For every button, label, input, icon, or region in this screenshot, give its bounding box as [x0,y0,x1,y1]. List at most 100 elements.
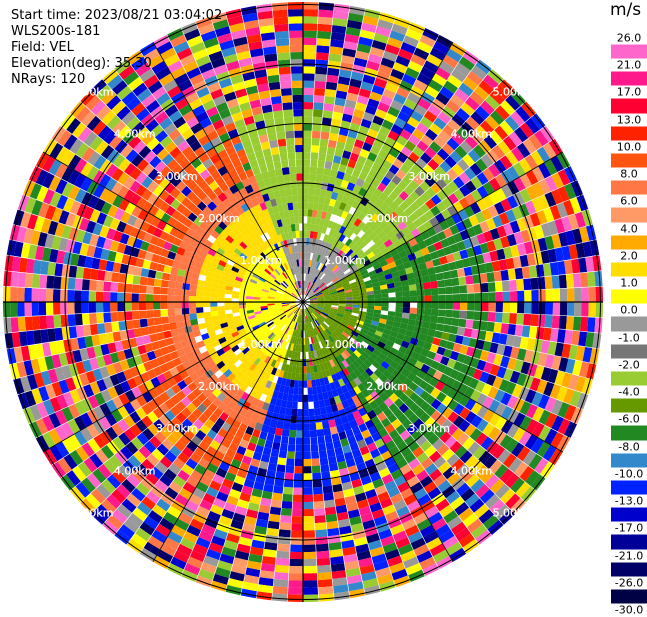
range-gate [160,302,167,310]
range-gate [317,31,332,39]
range-gate [274,24,289,32]
range-gate [502,313,510,324]
range-gate [110,282,118,293]
range-gate [289,31,303,39]
range-gate [294,380,299,388]
range-gate [25,316,33,331]
range-gate [303,59,316,67]
range-gate [315,415,322,423]
range-gate [3,286,11,302]
range-gate [140,276,148,285]
range-gate [283,422,290,430]
range-gate [285,465,294,473]
range-gate [290,545,303,553]
range-gate [503,291,510,302]
range-gate [291,530,303,537]
range-gate [153,310,161,318]
range-gate [289,430,297,438]
range-gate [530,277,538,290]
range-gate [410,308,418,314]
range-gate [296,423,303,430]
range-gate [324,96,336,105]
range-gate [139,285,147,294]
range-gate [303,423,310,430]
range-gate [97,323,106,335]
range-gate [516,313,524,325]
range-gate [196,302,203,308]
range-gate [290,552,304,559]
range-gate [272,593,288,601]
range-gate [287,444,295,452]
range-gate [320,132,330,140]
range-gate [303,381,308,388]
range-gate [553,302,560,316]
range-gate [82,290,89,302]
range-gate [309,409,315,417]
range-gate [319,139,328,147]
range-gate [303,2,319,10]
range-gate [458,318,466,327]
range-gate [294,131,303,138]
range-gate [311,145,320,153]
range-gate [374,302,381,306]
range-gate [395,292,403,298]
range-gate [531,302,538,314]
range-gate [303,16,318,24]
range-gate [283,109,294,117]
range-gate [196,313,204,319]
range-gate [275,558,289,566]
range-gate [459,285,467,294]
range-gate [581,302,589,317]
range-gate [287,145,296,153]
range-gate [417,302,424,308]
range-gate [276,464,286,472]
range-gate [303,495,314,502]
range-gate [75,278,83,290]
range-gate [318,17,333,25]
range-gate [451,277,459,286]
range-gate [146,310,154,319]
range-gate [293,109,303,116]
range-gate [486,272,494,283]
range-gate [303,559,317,567]
range-gate [288,587,303,595]
range-gate [303,445,311,452]
range-gate [32,288,40,302]
range-gate [481,302,488,312]
range-gate [296,430,303,437]
range-gate [303,45,317,52]
range-gate [287,2,303,10]
range-gate [298,395,303,402]
range-gate [312,124,322,132]
range-gate [320,464,330,472]
range-gate [303,430,310,437]
range-ring-label: 3.00km [156,170,198,183]
range-gate [574,287,582,302]
range-gate [303,159,311,166]
range-gate [161,316,169,324]
range-gate [318,586,334,594]
range-gate [132,284,140,293]
range-gate [316,45,330,53]
range-gate [510,302,517,313]
range-gate [566,274,574,289]
range-gate [439,302,446,310]
range-gate [295,152,303,159]
range-gate [290,537,303,545]
range-gate [431,302,438,309]
range-gate [439,295,446,303]
range-gate [389,297,396,302]
range-ring-label: 5.00km [493,506,535,519]
range-gate [303,188,309,195]
range-ring-label: 2.00km [198,380,240,393]
range-gate [594,271,602,287]
range-gate [587,317,595,333]
range-gate [431,295,438,302]
range-gate [309,174,316,182]
range-gate [424,308,432,315]
range-gate [303,488,313,495]
range-gate [303,123,312,130]
range-gate [523,314,531,326]
range-gate [284,415,291,423]
range-gate [496,292,503,303]
